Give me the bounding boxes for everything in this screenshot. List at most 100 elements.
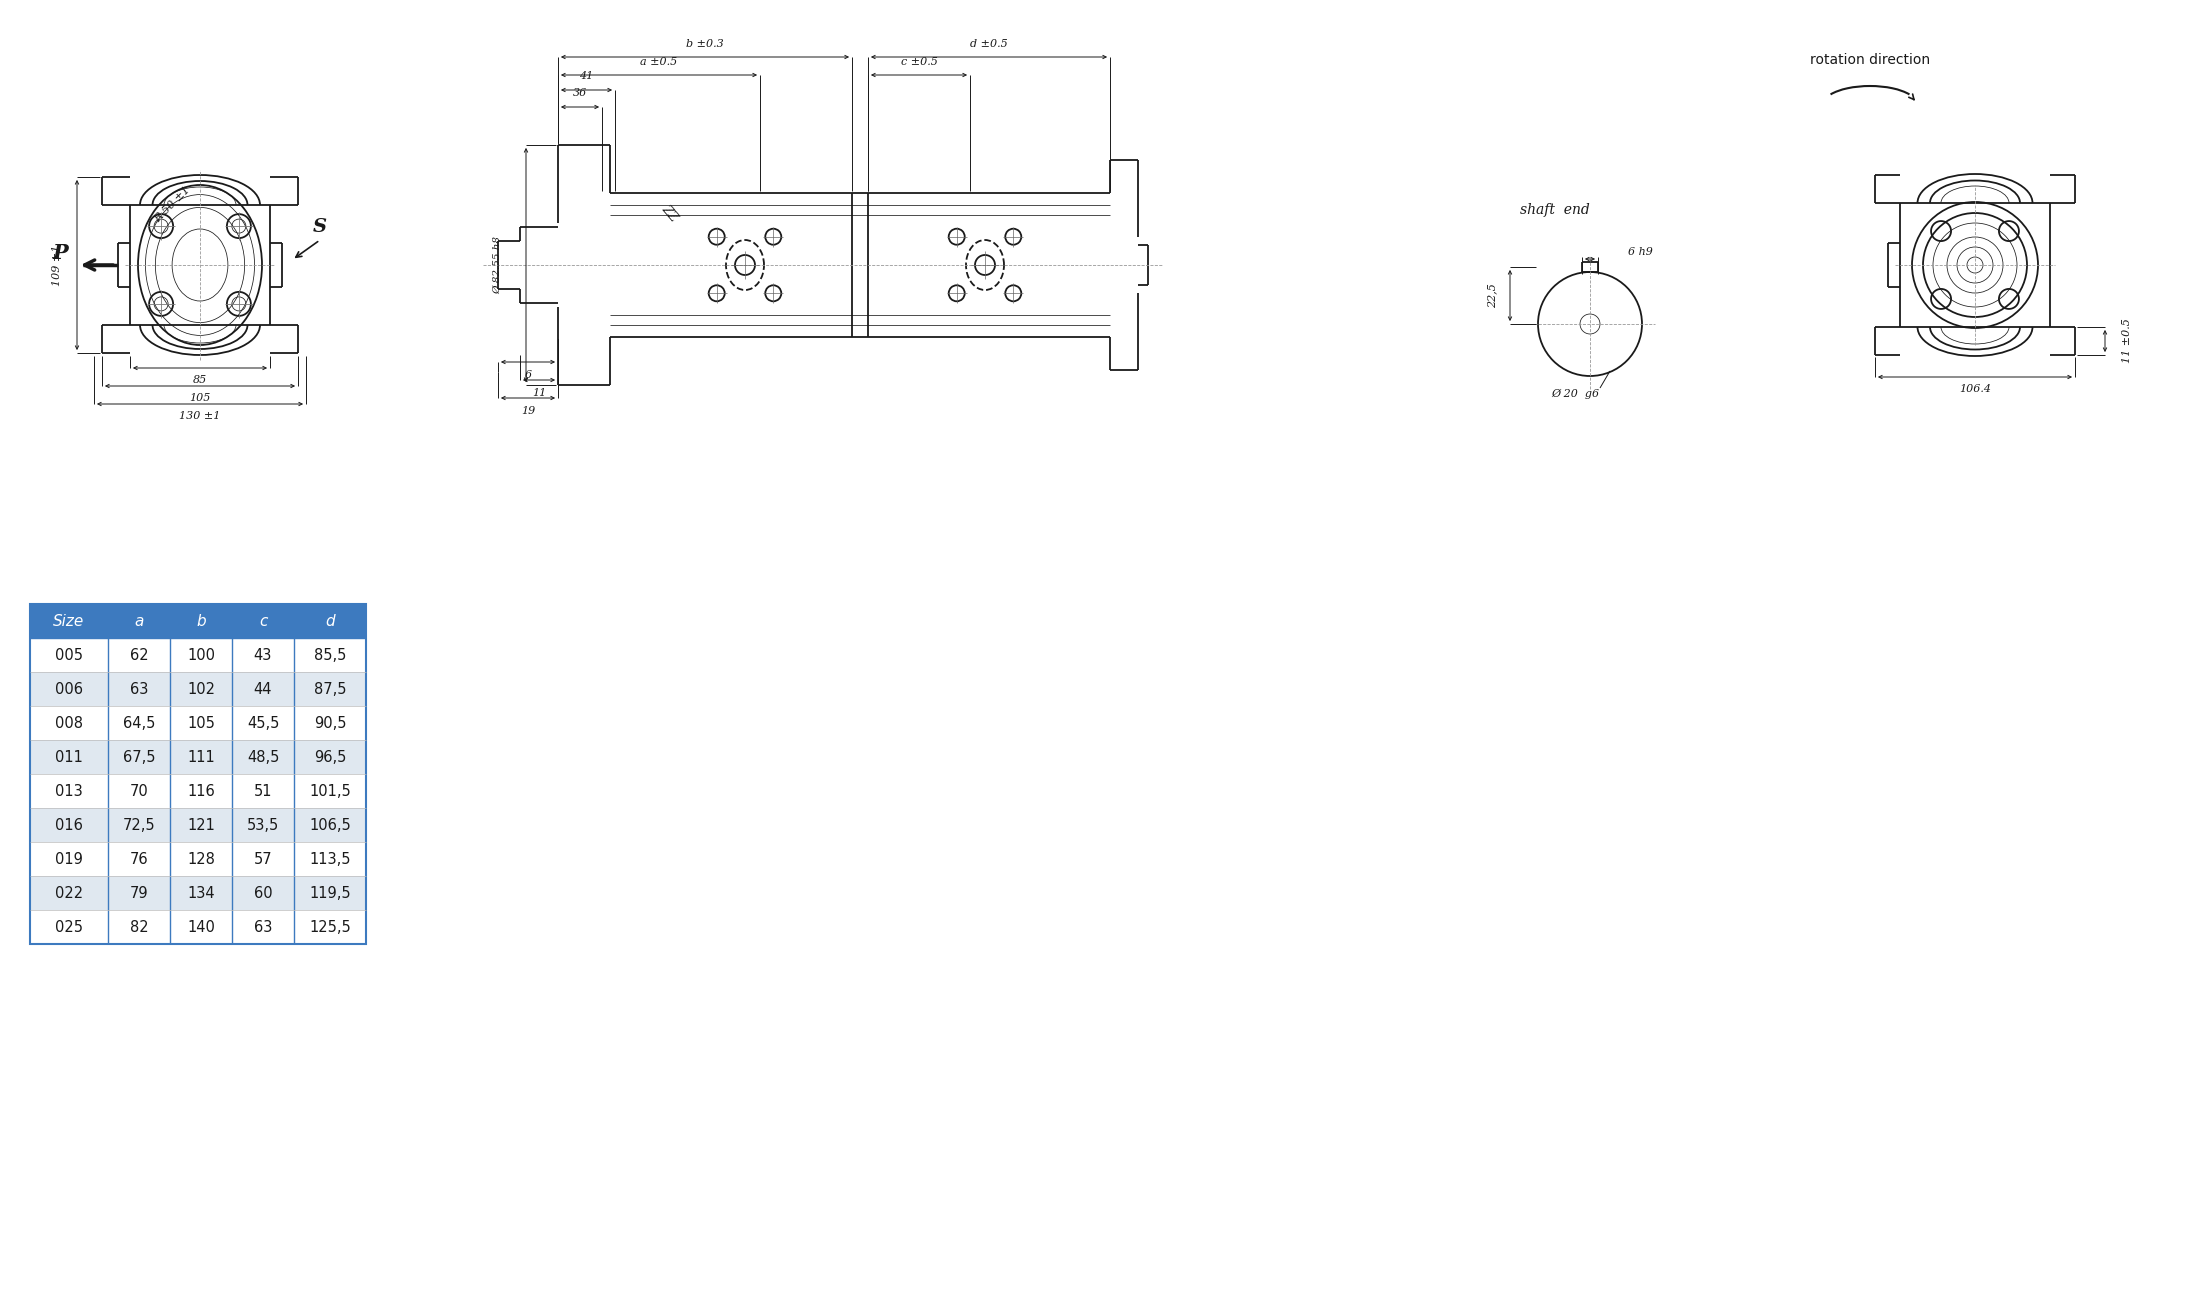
Text: 019: 019 [55,852,83,866]
Bar [107,604,171,638]
Text: c ±0.5: c ±0.5 [901,57,938,67]
Bar [294,604,366,638]
Text: 60: 60 [254,885,272,901]
Text: Ø 82.55 h8: Ø 82.55 h8 [493,236,502,293]
Bar [232,638,294,672]
Bar [294,910,366,944]
Bar [107,910,171,944]
Text: 67,5: 67,5 [123,750,156,764]
Text: 134: 134 [186,885,215,901]
Text: 79: 79 [129,885,149,901]
Bar [31,842,107,876]
Bar [107,842,171,876]
Bar [31,876,107,910]
Bar [294,775,366,808]
Text: 102: 102 [186,682,215,696]
Text: 48,5: 48,5 [248,750,278,764]
Text: 6 h9: 6 h9 [1629,246,1653,257]
Text: 106,5: 106,5 [309,818,351,832]
Bar [31,910,107,944]
Text: 113,5: 113,5 [309,852,351,866]
Bar [107,808,171,842]
Text: 008: 008 [55,716,83,730]
Bar [232,876,294,910]
Text: 45,5: 45,5 [248,716,278,730]
Bar [171,604,232,638]
Text: 22,5: 22,5 [1486,283,1497,308]
Text: 101,5: 101,5 [309,784,351,798]
Text: 119,5: 119,5 [309,885,351,901]
Bar [294,705,366,739]
Text: 125,5: 125,5 [309,919,351,935]
Text: 105: 105 [189,393,210,403]
Bar [294,808,366,842]
Text: 57: 57 [254,852,272,866]
Text: 109 ±1: 109 ±1 [53,244,61,286]
Bar [171,739,232,775]
Text: Ø 20  g6: Ø 20 g6 [1552,389,1598,399]
Bar [294,672,366,705]
Bar [232,808,294,842]
Text: 76: 76 [129,852,149,866]
Text: 64,5: 64,5 [123,716,156,730]
Text: d: d [324,613,335,629]
Text: 85: 85 [193,376,206,385]
Text: Size: Size [53,613,85,629]
Bar [294,638,366,672]
Bar [171,775,232,808]
Text: 82: 82 [129,919,149,935]
Text: 116: 116 [186,784,215,798]
Text: 016: 016 [55,818,83,832]
Text: shaft  end: shaft end [1519,203,1589,216]
Text: 51: 51 [254,784,272,798]
Bar [107,775,171,808]
Text: 41: 41 [579,70,594,81]
Text: b ±0.3: b ±0.3 [686,39,723,50]
Bar [171,910,232,944]
Bar [31,705,107,739]
Bar [107,739,171,775]
Text: 005: 005 [55,648,83,662]
Text: 11: 11 [533,389,546,398]
Bar [232,739,294,775]
Text: 53,5: 53,5 [248,818,278,832]
Text: 128: 128 [186,852,215,866]
Bar [107,672,171,705]
Bar [31,739,107,775]
Bar [31,672,107,705]
Text: a: a [134,613,145,629]
Text: 105: 105 [186,716,215,730]
Text: 022: 022 [55,885,83,901]
Text: 63: 63 [254,919,272,935]
Bar [232,842,294,876]
Bar [31,808,107,842]
Bar [107,638,171,672]
Bar [232,775,294,808]
Bar [294,876,366,910]
Bar [232,604,294,638]
Bar [171,842,232,876]
Bar [294,842,366,876]
Text: 72,5: 72,5 [123,818,156,832]
Bar [294,739,366,775]
Text: 87,5: 87,5 [313,682,346,696]
Text: 43: 43 [254,648,272,662]
Bar [232,672,294,705]
Text: 62: 62 [129,648,149,662]
Bar [107,876,171,910]
Text: S: S [313,218,327,236]
Text: 130 ±1: 130 ±1 [180,411,221,421]
Text: R 50 ±1: R 50 ±1 [151,185,193,224]
Text: P: P [53,243,68,263]
Text: 11 ±0.5: 11 ±0.5 [2122,318,2133,364]
Bar [232,910,294,944]
Text: 006: 006 [55,682,83,696]
Text: 121: 121 [186,818,215,832]
Text: 013: 013 [55,784,83,798]
Bar [31,604,107,638]
Bar [31,775,107,808]
Text: 100: 100 [186,648,215,662]
Text: 90,5: 90,5 [313,716,346,730]
Text: 011: 011 [55,750,83,764]
Text: d ±0.5: d ±0.5 [971,39,1008,50]
